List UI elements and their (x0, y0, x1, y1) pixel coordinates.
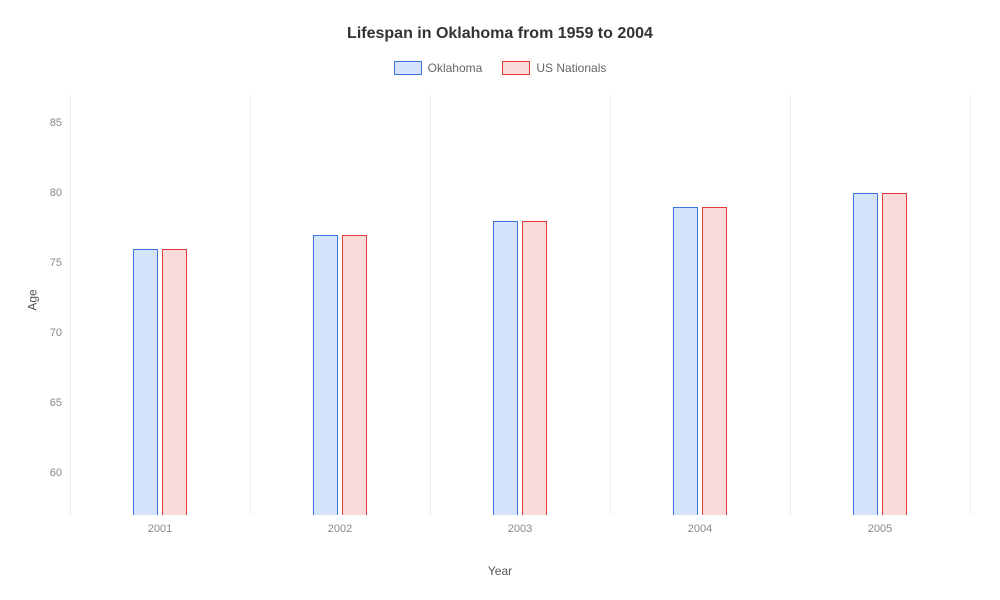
legend-swatch-oklahoma (394, 61, 422, 75)
y-tick-label: 85 (50, 117, 62, 129)
y-tick-label: 75 (50, 257, 62, 269)
legend-label-usnationals: US Nationals (536, 61, 606, 75)
chart-container: Lifespan in Oklahoma from 1959 to 2004 O… (0, 0, 1000, 600)
grid-line (610, 95, 611, 515)
y-axis-label: Age (26, 289, 40, 310)
x-tick-label: 2003 (508, 523, 532, 535)
grid-line (790, 95, 791, 515)
bar-us-nationals (522, 221, 547, 515)
plot-area: 60657075808520012002200320042005 (70, 95, 970, 515)
grid-line (250, 95, 251, 515)
legend-label-oklahoma: Oklahoma (428, 61, 483, 75)
legend: Oklahoma US Nationals (0, 61, 1000, 75)
x-tick-label: 2005 (868, 523, 892, 535)
bar-oklahoma (853, 193, 878, 515)
bar-oklahoma (313, 235, 338, 515)
chart-title: Lifespan in Oklahoma from 1959 to 2004 (0, 0, 1000, 43)
bar-us-nationals (342, 235, 367, 515)
y-tick-label: 80 (50, 187, 62, 199)
bar-us-nationals (162, 249, 187, 515)
bar-oklahoma (133, 249, 158, 515)
grid-line (430, 95, 431, 515)
y-tick-label: 60 (50, 467, 62, 479)
y-tick-label: 70 (50, 327, 62, 339)
x-tick-label: 2001 (148, 523, 172, 535)
x-axis-label: Year (488, 564, 512, 578)
legend-item-oklahoma: Oklahoma (394, 61, 483, 75)
bar-oklahoma (673, 207, 698, 515)
legend-swatch-usnationals (502, 61, 530, 75)
grid-line (70, 95, 71, 515)
x-tick-label: 2004 (688, 523, 712, 535)
grid-line (970, 95, 971, 515)
legend-item-usnationals: US Nationals (502, 61, 606, 75)
x-tick-label: 2002 (328, 523, 352, 535)
y-tick-label: 65 (50, 397, 62, 409)
bar-oklahoma (493, 221, 518, 515)
bar-us-nationals (882, 193, 907, 515)
bar-us-nationals (702, 207, 727, 515)
